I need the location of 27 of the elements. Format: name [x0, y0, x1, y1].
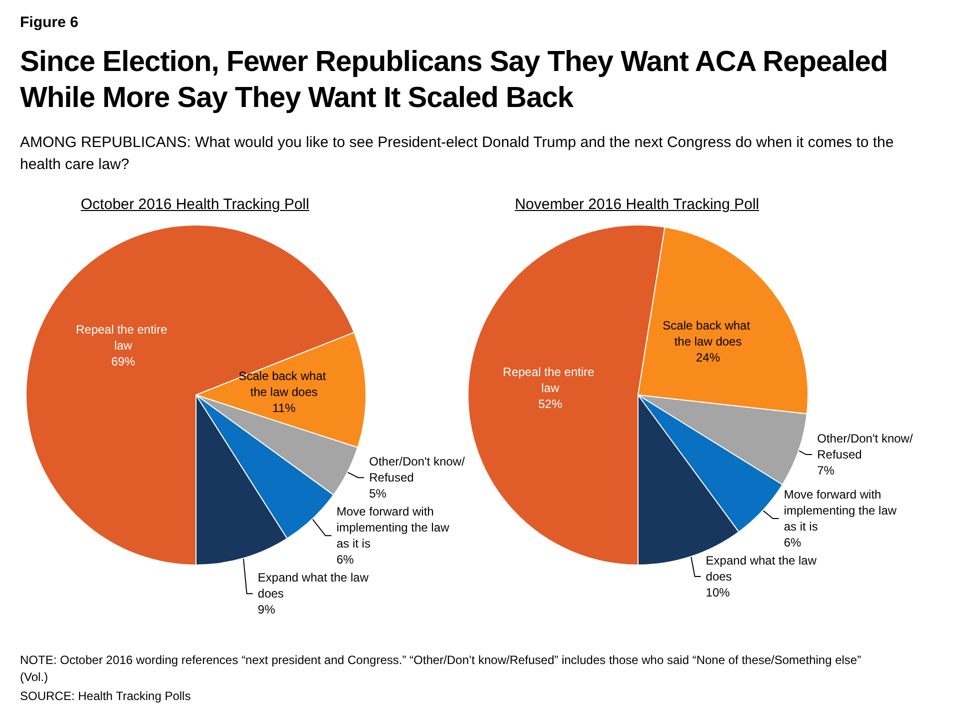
- slice-label: Other/Don't know/Refused: [369, 454, 466, 485]
- data-label: 7%: [817, 464, 835, 478]
- text: NOTE: October 2016 wording references “next president and Congress.” “Other/Don’t know/Refused” includes those who said “None of these/Something else” (Vol.): [20, 652, 862, 686]
- text: Since Election, Fewer Republicans Say They Want ACA Repealed While More Say They Want It Scaled Back: [20, 45, 889, 116]
- caption: Figure 6: [20, 14, 78, 31]
- data-label: 24%: [696, 350, 720, 365]
- data-label: 69%: [111, 354, 136, 369]
- slice-label: Other/Don't know/Refused: [817, 432, 914, 462]
- slice-label: Expand what the law does: [258, 570, 372, 601]
- slice-label: Repeal the entire law: [502, 365, 598, 396]
- slice-label: Scale back what the law does: [662, 318, 754, 349]
- data-label: 5%: [369, 486, 387, 501]
- slice-label: Repeal the entire law: [76, 322, 171, 353]
- chart-title: October 2016 Health Tracking Poll: [80, 196, 310, 213]
- chart-title: November 2016 Health Tracking Poll: [514, 196, 760, 213]
- source-note: SOURCE: Health Tracking Polls: [20, 688, 192, 705]
- data-label: 9%: [258, 602, 276, 617]
- text: AMONG REPUBLICANS: What would you like to see President-elect Donald Trump and the next Congress do when it comes to the health care law?: [20, 133, 895, 175]
- slice-label: Move forward with implementing the law as it is: [784, 487, 900, 534]
- data-label: 10%: [706, 585, 730, 600]
- data-label: 52%: [538, 397, 563, 412]
- data-label: 6%: [336, 552, 354, 567]
- slice-label: Expand what the law does: [706, 553, 820, 584]
- data-label: 11%: [272, 401, 296, 416]
- slice-label: Scale back what the law does: [238, 369, 330, 400]
- slice-label: Move forward with implementing the law as it is: [336, 504, 453, 551]
- data-label: 6%: [784, 535, 802, 550]
